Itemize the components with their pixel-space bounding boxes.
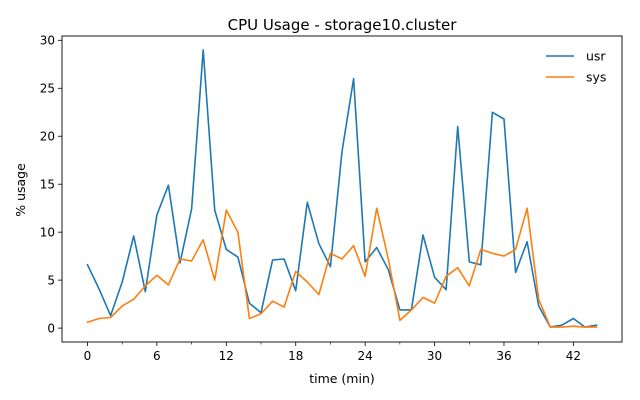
x-tick-label: 18: [288, 349, 303, 363]
x-tick-label: 30: [427, 349, 442, 363]
y-tick-label: 5: [47, 273, 55, 287]
x-tick-label: 42: [566, 349, 581, 363]
x-tick-label: 36: [496, 349, 511, 363]
y-tick-label: 10: [40, 225, 55, 239]
y-axis-ticks: 0 5 10 15 20 25 30: [40, 34, 62, 335]
series-layer: [86, 49, 598, 328]
legend-label-usr: usr: [586, 49, 606, 64]
series-line-usr: [86, 49, 598, 328]
plot-frame: [61, 35, 623, 343]
y-tick-label: 15: [40, 178, 55, 192]
y-tick-label: 0: [47, 321, 55, 335]
x-axis-label: time (min): [309, 371, 375, 386]
x-tick-label: 0: [84, 349, 92, 363]
x-tick-label: 24: [357, 349, 372, 363]
y-tick-label: 20: [40, 130, 55, 144]
x-tick-label: 6: [153, 349, 161, 363]
legend-label-sys: sys: [586, 70, 606, 85]
chart-title: CPU Usage - storage10.cluster: [228, 16, 458, 34]
y-tick-label: 25: [40, 82, 55, 96]
x-tick-label: 12: [219, 349, 234, 363]
series-line-sys: [86, 207, 598, 328]
y-tick-label: 30: [40, 34, 55, 48]
legend: usr sys: [546, 49, 606, 85]
y-axis-label: % usage: [13, 163, 28, 217]
